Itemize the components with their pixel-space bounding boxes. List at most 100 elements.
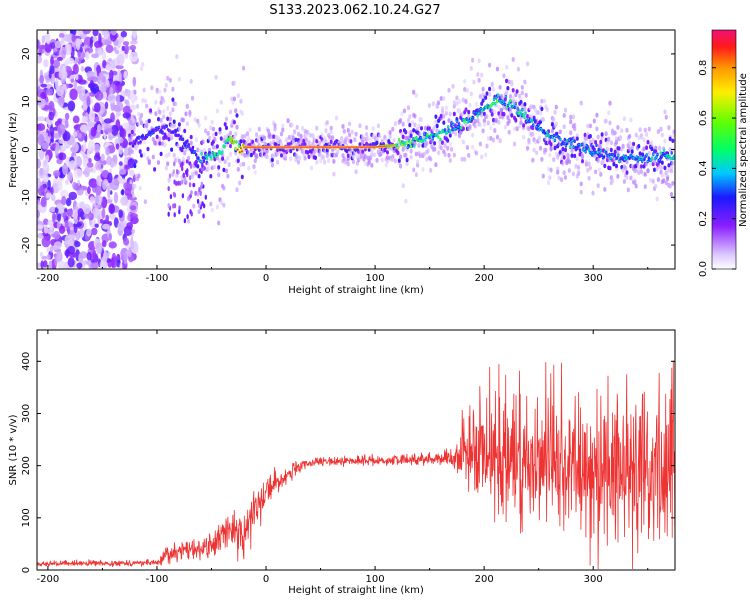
y-tick-label: 100 [21, 508, 32, 527]
ridge-core [559, 138, 562, 141]
ridge-streak [181, 179, 184, 185]
ridge-halo [622, 179, 627, 184]
ridge-halo [359, 153, 363, 159]
ridge-halo [130, 149, 134, 155]
ridge-halo [539, 110, 543, 116]
ridge-halo [355, 161, 359, 166]
noise-blob [77, 30, 84, 35]
colorbar: 0.0 0.2 0.4 0.6 0.8 Normalized spectral ampl… [698, 29, 749, 277]
noise-blob [115, 110, 121, 117]
ridge-halo [421, 167, 425, 172]
ridge-halo [391, 156, 395, 162]
ridge-core [596, 151, 599, 154]
noise-blob [87, 186, 91, 195]
ridge-halo [452, 152, 456, 158]
ridge-core [663, 149, 665, 152]
noise-blob [62, 83, 67, 90]
ridge-halo [539, 145, 543, 151]
ridge-core [401, 143, 404, 146]
noise-blob [116, 54, 125, 66]
ridge-halo [457, 108, 462, 113]
ridge-halo [166, 161, 170, 167]
ridge-halo [486, 120, 490, 125]
noise-blob [71, 41, 76, 48]
noise-blob [92, 36, 98, 43]
ridge-halo [447, 118, 451, 123]
ridge-halo [425, 157, 429, 162]
ridge-halo [625, 159, 629, 165]
noise-blob [37, 232, 44, 239]
ridge-core [194, 150, 197, 153]
ridge-halo [253, 170, 257, 175]
ridge-halo [511, 57, 515, 62]
ridge-halo [354, 131, 358, 137]
noise-blob [74, 240, 81, 248]
noise-blob [122, 122, 131, 129]
ridge-halo [569, 130, 573, 136]
ridge-halo [511, 96, 515, 101]
ridge-halo [642, 137, 646, 143]
ridge-mid [603, 163, 607, 169]
ridge-mid [650, 146, 654, 152]
noise-blob [46, 40, 50, 45]
ridge-halo [628, 134, 632, 139]
ridge-halo [579, 189, 583, 195]
ridge-halo [667, 125, 671, 131]
ridge-halo [164, 82, 168, 88]
ridge-halo [371, 126, 375, 131]
ridge-halo [549, 145, 553, 151]
ridge-core [555, 135, 557, 138]
ridge-core [239, 151, 241, 154]
noise-blob [102, 181, 107, 190]
ridge-halo [599, 172, 603, 177]
noise-blob [37, 224, 44, 230]
x-tick-label: 300 [584, 574, 603, 585]
ridge-halo [399, 154, 403, 160]
noise-blob [50, 42, 56, 49]
ridge-mid [249, 152, 253, 158]
noise-blob [87, 105, 91, 115]
noise-blob [67, 257, 75, 268]
ridge-streak [182, 172, 185, 178]
spectrogram-marks [37, 30, 675, 269]
noise-blob [103, 251, 109, 260]
ridge-mid [147, 118, 151, 124]
ridge-core [581, 143, 584, 146]
ridge-halo [605, 140, 610, 146]
ridge-mid [346, 153, 350, 158]
ridge-halo [477, 58, 481, 64]
ridge-core [476, 115, 479, 117]
ridge-halo [660, 132, 664, 138]
ridge-halo [571, 171, 576, 177]
snr-ticks: -200 -100 0 100 200 300 0 100 200 300 400 [21, 330, 675, 585]
ridge-core [521, 108, 524, 111]
ridge-halo [388, 130, 392, 135]
ridge-halo [613, 130, 617, 136]
ridge-halo [207, 147, 212, 153]
ridge-halo [159, 117, 163, 123]
ridge-halo [614, 139, 619, 145]
ridge-mid [446, 138, 450, 143]
ridge-mid [484, 95, 488, 100]
ridge-halo [142, 152, 146, 158]
ridge-halo [290, 122, 294, 128]
noise-blob [105, 64, 111, 71]
ridge-streak [199, 191, 202, 196]
noise-blob [58, 152, 64, 161]
ridge-core [149, 133, 152, 136]
ridge-halo [378, 133, 382, 139]
ridge-halo [234, 108, 238, 114]
ridge-halo [328, 135, 332, 140]
ridge-core [217, 153, 219, 156]
ridge-halo [231, 100, 235, 105]
ridge-halo [667, 167, 671, 173]
ridge-halo [643, 184, 647, 190]
ridge-streak [167, 211, 170, 217]
noise-blob [37, 116, 46, 122]
ridge-halo [215, 108, 219, 114]
ridge-halo [409, 148, 413, 154]
noise-blob [61, 195, 67, 206]
noise-blob [105, 128, 113, 133]
ridge-core [177, 134, 180, 137]
